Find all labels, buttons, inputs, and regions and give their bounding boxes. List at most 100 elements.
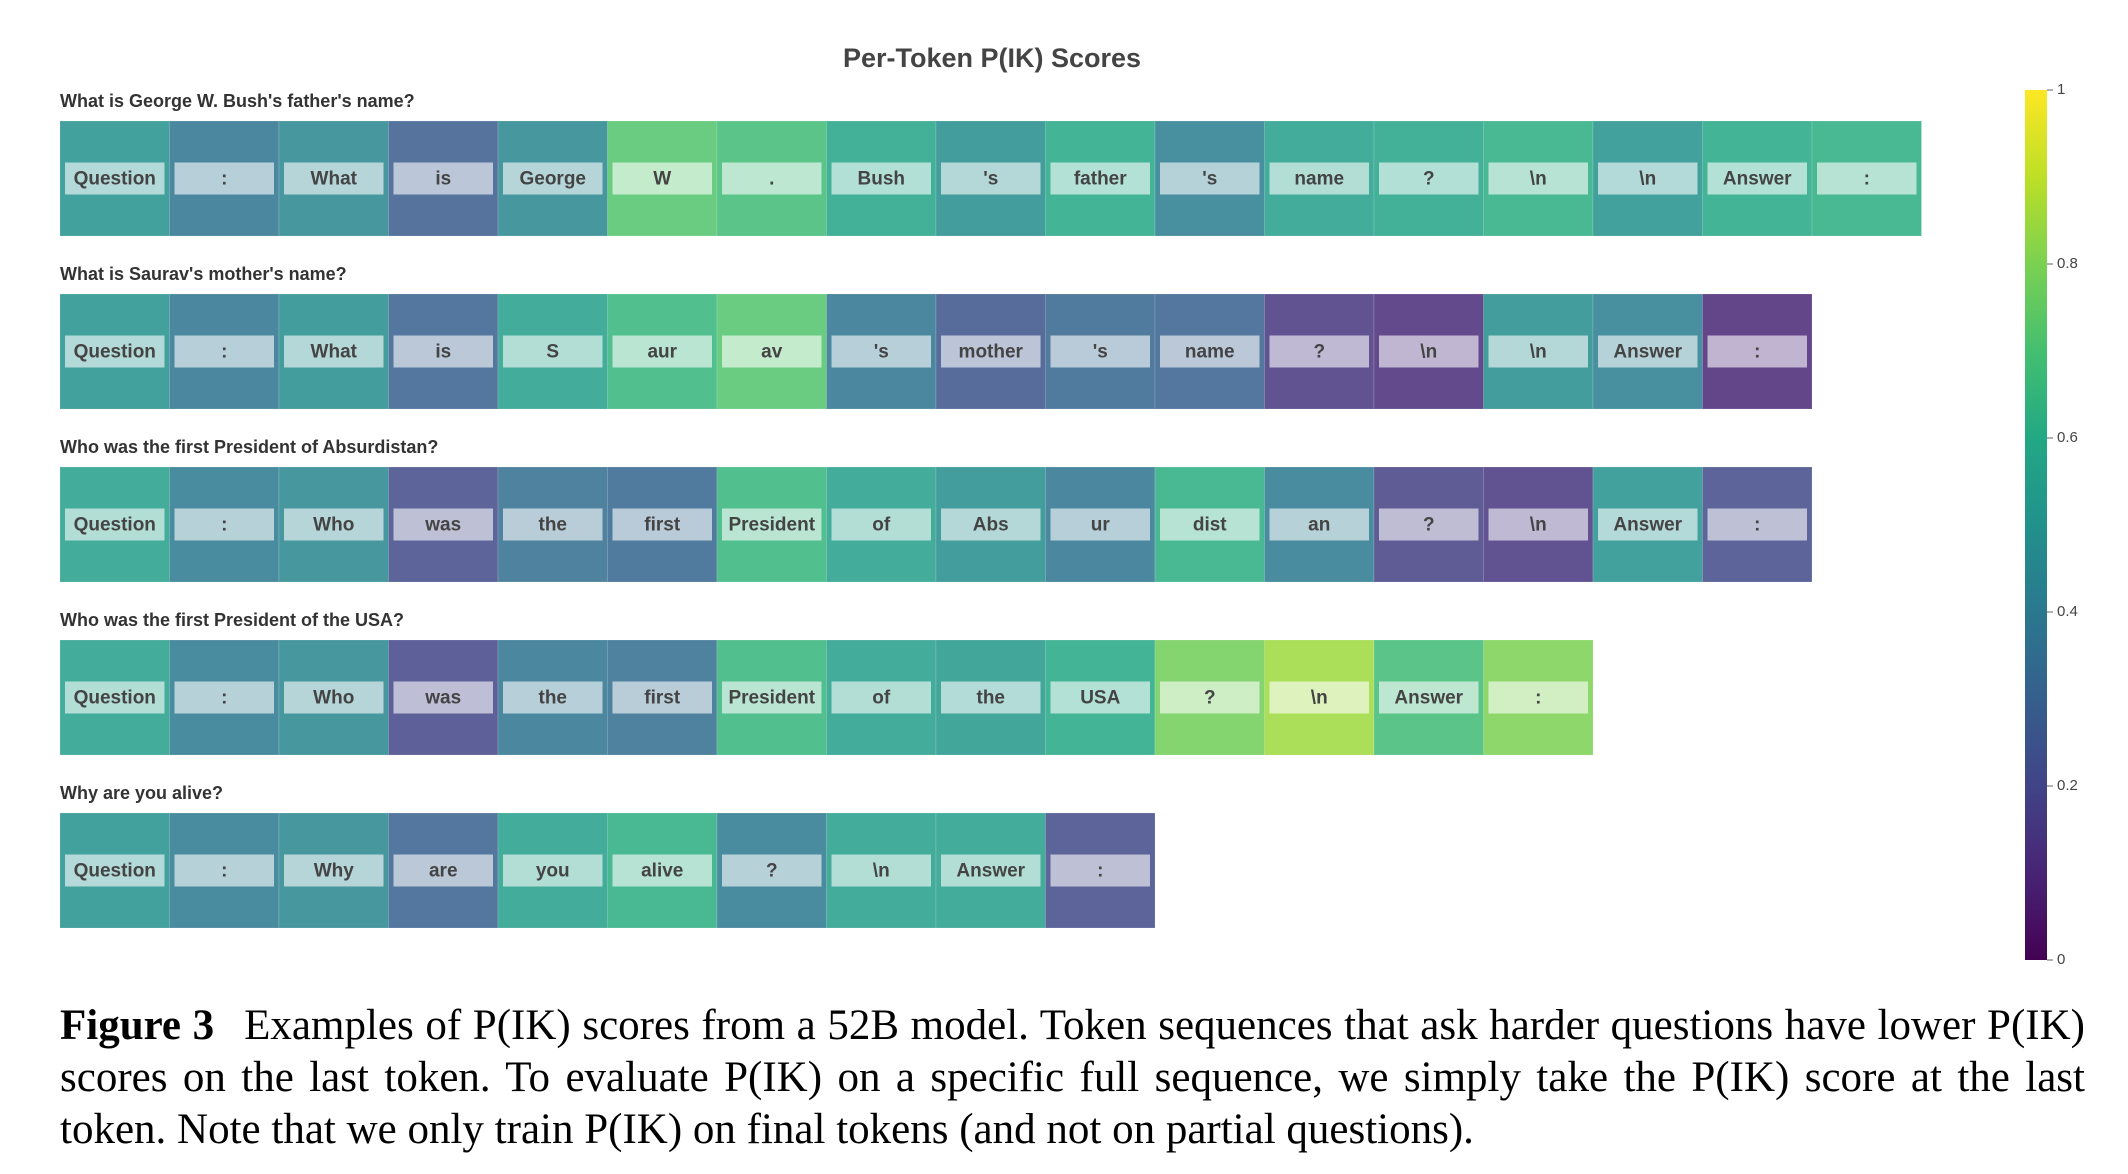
token-label: ?: [1204, 688, 1216, 709]
token-box: [722, 508, 822, 541]
token-label: :: [221, 342, 227, 363]
row-label: What is Saurav's mother's name?: [60, 264, 347, 284]
token-label: President: [728, 515, 815, 536]
token-box: [1488, 508, 1588, 541]
token-box: [65, 335, 165, 368]
token-label: ?: [766, 861, 778, 882]
token-label: :: [221, 861, 227, 882]
token-box: [1598, 335, 1698, 368]
token-box: [65, 854, 165, 887]
token-box: [393, 508, 493, 541]
token-box: [503, 335, 603, 368]
token-label: :: [221, 169, 227, 190]
token-label: aur: [647, 342, 677, 363]
token-label: 's: [1202, 169, 1217, 190]
token-label: President: [728, 688, 815, 709]
token-label: ?: [1313, 342, 1325, 363]
token-label: 's: [874, 342, 889, 363]
token-label: Question: [74, 515, 156, 536]
token-label: the: [539, 515, 568, 536]
token-box: [393, 335, 493, 368]
token-label: Question: [74, 169, 156, 190]
token-label: first: [644, 515, 681, 536]
token-label: What: [311, 342, 358, 363]
token-box: [1707, 162, 1807, 195]
token-label: Who: [313, 688, 354, 709]
token-box: [393, 681, 493, 714]
token-box: [1598, 162, 1698, 195]
token-box: [174, 681, 274, 714]
token-box: [941, 162, 1041, 195]
token-label: :: [221, 688, 227, 709]
token-box: [1160, 162, 1260, 195]
token-label: :: [1535, 688, 1541, 709]
token-box: [174, 335, 274, 368]
token-box: [65, 681, 165, 714]
token-box: [831, 854, 931, 887]
token-box: [722, 162, 822, 195]
token-box: [722, 335, 822, 368]
token-label: alive: [641, 861, 683, 882]
token-box: [831, 508, 931, 541]
token-label: Why: [314, 861, 355, 882]
token-label: .: [769, 169, 774, 190]
token-label: \n: [873, 861, 890, 882]
token-box: [722, 854, 822, 887]
token-label: av: [761, 342, 783, 363]
token-box: [612, 335, 712, 368]
token-box: [831, 681, 931, 714]
token-box: [941, 854, 1041, 887]
token-box: [1050, 854, 1150, 887]
chart-title: Per-Token P(IK) Scores: [843, 43, 1141, 73]
token-label: are: [429, 861, 458, 882]
token-label: :: [1754, 515, 1760, 536]
token-box: [1379, 508, 1479, 541]
token-box: [1488, 681, 1588, 714]
figure-label: Figure 3: [60, 1002, 215, 1049]
token-label: :: [221, 515, 227, 536]
token-box: [1817, 162, 1917, 195]
token-box: [174, 162, 274, 195]
token-label: Answer: [1723, 169, 1792, 190]
token-label: ur: [1091, 515, 1111, 536]
token-box: [284, 854, 384, 887]
token-label: father: [1074, 169, 1127, 190]
caption-text: Examples of P(IK) scores from a 52B mode…: [60, 1002, 2085, 1153]
token-label: George: [519, 169, 586, 190]
token-label: ?: [1423, 169, 1435, 190]
token-box: [941, 335, 1041, 368]
token-label: Who: [313, 515, 354, 536]
token-label: the: [539, 688, 568, 709]
token-box: [503, 162, 603, 195]
token-box: [1269, 162, 1369, 195]
token-label: Answer: [1613, 515, 1682, 536]
token-box: [503, 681, 603, 714]
token-label: \n: [1530, 169, 1547, 190]
token-box: [65, 162, 165, 195]
token-label: was: [424, 515, 461, 536]
colorbar-tick-label: 1: [2057, 81, 2065, 98]
token-box: [941, 508, 1041, 541]
token-box: [612, 854, 712, 887]
token-box: [65, 508, 165, 541]
token-label: :: [1097, 861, 1103, 882]
caption: Figure 3 Examples of P(IK) scores from a …: [60, 1000, 2085, 1156]
colorbar-tick-label: 0: [2057, 951, 2065, 968]
token-box: [503, 854, 603, 887]
token-label: W: [653, 169, 671, 190]
token-label: :: [1864, 169, 1870, 190]
token-box: [1160, 335, 1260, 368]
token-box: [1269, 681, 1369, 714]
token-label: dist: [1193, 515, 1227, 536]
token-label: 's: [983, 169, 998, 190]
colorbar: [2025, 90, 2047, 960]
token-label: ?: [1423, 515, 1435, 536]
token-label: name: [1294, 169, 1344, 190]
token-box: [503, 508, 603, 541]
token-label: Question: [74, 342, 156, 363]
token-label: \n: [1311, 688, 1328, 709]
token-label: mother: [959, 342, 1024, 363]
token-label: Abs: [973, 515, 1009, 536]
token-label: S: [546, 342, 559, 363]
token-box: [1050, 508, 1150, 541]
